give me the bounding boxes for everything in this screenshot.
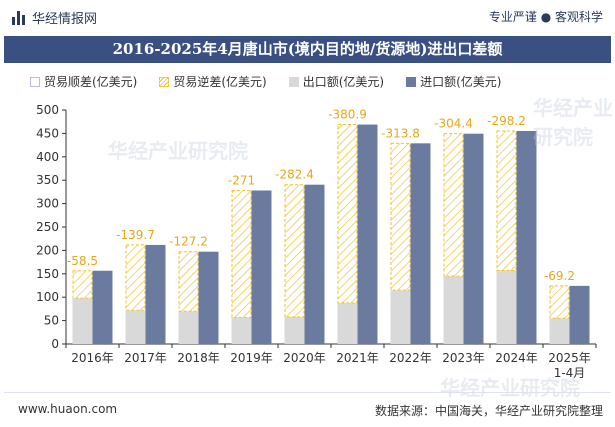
x-tick-label: 2017年	[124, 351, 167, 365]
title-bar: 2016-2025年4月唐山市(境内目的地/货源地)进出口差额	[4, 36, 611, 63]
legend: 贸易顺差(亿美元) 贸易逆差(亿美元) 出口额(亿美元) 进口额(亿美元)	[30, 73, 524, 90]
deficit-bar	[284, 184, 305, 318]
deficit-bar	[72, 270, 93, 299]
y-tick-label: 100	[36, 290, 59, 304]
deficit-bar	[178, 251, 199, 312]
data-label: -69.2	[544, 269, 575, 283]
export-bar	[125, 310, 146, 344]
watermark: 华经产业研究院	[440, 376, 580, 400]
data-label: -127.2	[169, 235, 208, 249]
footer-website: www.huaon.com	[18, 402, 118, 416]
footer-divider	[4, 392, 611, 393]
legend-item-export: 出口额(亿美元)	[288, 73, 385, 90]
export-bar	[178, 311, 199, 344]
footer-source: 数据来源：中国海关，华经产业研究院整理	[374, 404, 603, 418]
deficit-bar	[549, 285, 570, 319]
deficit-bar	[496, 130, 517, 272]
y-tick-label: 0	[51, 337, 59, 351]
y-tick-label: 350	[36, 173, 59, 187]
y-tick-label: 250	[36, 220, 59, 234]
legend-item-surplus: 贸易顺差(亿美元)	[30, 73, 137, 90]
x-tick-label: 2024年	[495, 351, 538, 365]
tagline: 专业严谨 ● 客观科学	[488, 10, 603, 24]
import-bar	[145, 244, 166, 344]
legend-item-deficit: 贸易逆差(亿美元)	[159, 73, 267, 90]
data-label: -139.7	[116, 228, 155, 242]
import-bar	[463, 133, 484, 344]
x-tick-label: 2018年	[177, 351, 220, 365]
deficit-bar	[390, 142, 411, 291]
bar-chart-logo-icon	[12, 10, 26, 25]
legend-swatch-export	[288, 76, 299, 87]
export-bar	[72, 298, 93, 344]
deficit-bar	[125, 244, 146, 311]
brand-name: 华经情报网	[32, 12, 98, 27]
data-label: -271	[228, 173, 255, 187]
legend-label-deficit: 贸易逆差(亿美元)	[173, 75, 267, 89]
export-bar	[231, 317, 252, 344]
x-tick-label: 1-4月	[554, 366, 586, 380]
import-bar	[410, 143, 431, 344]
import-bar	[304, 184, 325, 344]
deficit-bar	[231, 189, 252, 318]
legend-swatch-deficit	[159, 76, 170, 87]
legend-swatch-surplus	[30, 76, 40, 87]
x-tick-label: 2022年	[389, 351, 432, 365]
x-tick-label: 2020年	[283, 351, 326, 365]
brand: 华经情报网	[12, 8, 97, 27]
export-bar	[496, 270, 517, 344]
legend-label-import: 进口额(亿美元)	[420, 75, 502, 89]
y-tick-label: 150	[36, 267, 59, 281]
legend-swatch-import	[406, 76, 417, 87]
data-label: -298.2	[487, 114, 526, 128]
x-tick-label: 2025年	[548, 351, 591, 365]
legend-label-export: 出口额(亿美元)	[302, 75, 385, 89]
export-bar	[390, 290, 411, 344]
y-tick-label: 300	[36, 197, 59, 211]
y-tick-label: 500	[36, 103, 59, 117]
legend-label-surplus: 贸易顺差(亿美元)	[44, 75, 138, 89]
data-label: -313.8	[381, 126, 420, 140]
data-label: -282.4	[275, 168, 314, 182]
data-label: -380.9	[328, 108, 367, 122]
import-bar	[357, 124, 378, 344]
y-tick-label: 50	[44, 314, 59, 328]
import-bar	[569, 285, 590, 344]
import-bar	[198, 251, 219, 344]
import-bar	[92, 270, 113, 344]
x-tick-label: 2019年	[230, 351, 273, 365]
export-bar	[443, 276, 464, 344]
legend-item-import: 进口额(亿美元)	[406, 73, 502, 90]
deficit-bar	[443, 133, 464, 277]
y-tick-label: 400	[36, 150, 59, 164]
import-bar	[251, 190, 272, 344]
x-tick-label: 2021年	[336, 351, 379, 365]
watermark: 华经产业研究院	[533, 96, 613, 149]
x-tick-label: 2016年	[71, 351, 114, 365]
export-bar	[549, 318, 570, 344]
export-bar	[284, 316, 305, 344]
data-label: -304.4	[434, 117, 473, 131]
export-bar	[337, 302, 358, 344]
header: 华经情报网 专业严谨 ● 客观科学	[0, 0, 615, 36]
y-tick-label: 450	[36, 126, 59, 140]
deficit-bar	[337, 124, 358, 304]
import-bar	[516, 130, 537, 344]
watermark: 华经产业研究院	[108, 139, 248, 163]
data-label: -58.5	[67, 254, 98, 268]
y-tick-label: 200	[36, 243, 59, 257]
chart-title: 2016-2025年4月唐山市(境内目的地/货源地)进出口差额	[112, 40, 503, 58]
x-tick-label: 2023年	[442, 351, 485, 365]
